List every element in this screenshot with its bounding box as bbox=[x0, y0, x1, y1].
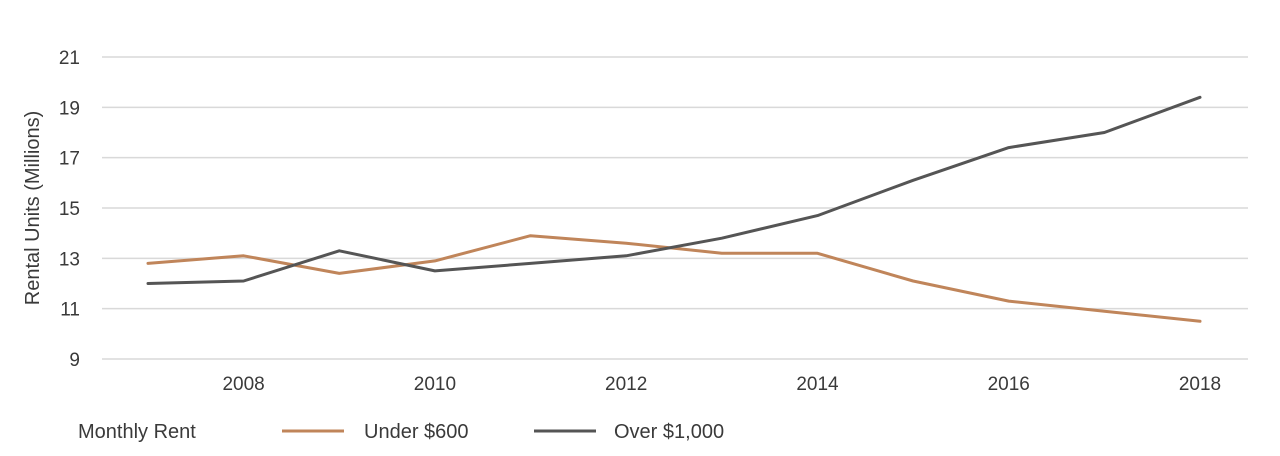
x-tick-label: 2012 bbox=[605, 374, 647, 395]
y-tick-label: 13 bbox=[59, 249, 80, 270]
x-tick-label: 2018 bbox=[1179, 374, 1221, 395]
y-tick-label: 19 bbox=[59, 98, 80, 119]
x-tick-label: 2016 bbox=[988, 374, 1030, 395]
x-tick-labels: 2008 2010 2012 2014 2016 2018 bbox=[222, 374, 1221, 395]
x-tick-label: 2008 bbox=[222, 374, 264, 395]
y-tick-label: 17 bbox=[59, 149, 80, 170]
y-tick-label: 11 bbox=[60, 300, 80, 321]
legend-title: Monthly Rent bbox=[78, 421, 196, 443]
y-tick-label: 9 bbox=[69, 350, 80, 371]
gridlines bbox=[102, 56, 1248, 360]
y-tick-labels: 9 11 13 15 17 19 21 bbox=[59, 48, 80, 371]
y-tick-label: 15 bbox=[59, 199, 80, 220]
y-tick-label: 21 bbox=[59, 48, 80, 69]
series-line-2 bbox=[146, 95, 1202, 285]
x-tick-label: 2010 bbox=[414, 374, 456, 395]
x-tick-label: 2014 bbox=[796, 374, 839, 395]
y-axis-title: Rental Units (Millions) bbox=[22, 111, 44, 306]
legend-label-1: Under $600 bbox=[364, 421, 469, 443]
legend: Monthly Rent Under $600 Over $1,000 bbox=[78, 421, 724, 443]
series-lines bbox=[146, 95, 1202, 323]
legend-label-2: Over $1,000 bbox=[614, 421, 724, 443]
